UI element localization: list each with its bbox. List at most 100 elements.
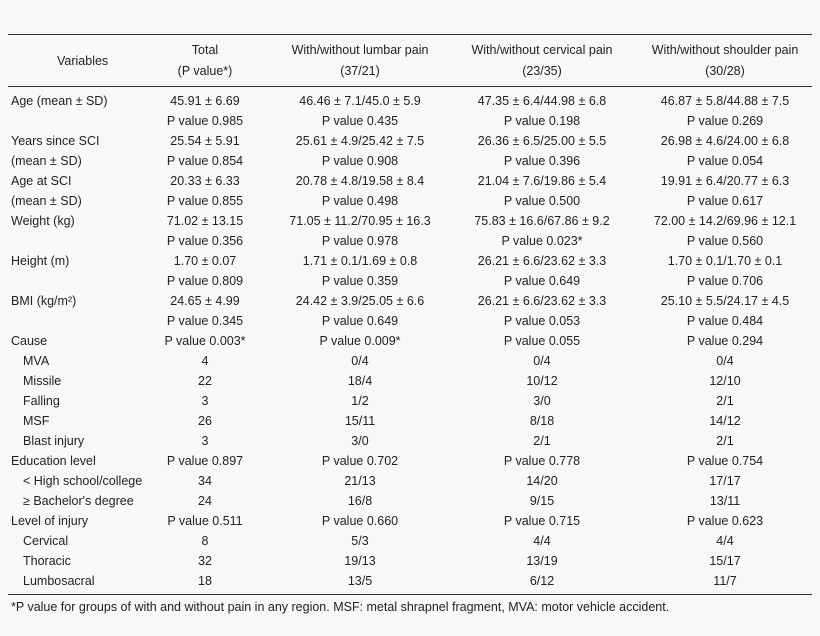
cell-total: 20.33 ± 6.33 (170, 174, 240, 188)
cell-total: P value 0.003* (164, 334, 246, 348)
cell-lumbar: 16/8 (347, 494, 373, 508)
cell-total: 3 (201, 394, 209, 408)
table-row: (mean ± SD) P value 0.854 P value 0.908 P v… (0, 151, 820, 171)
row-label: Years since SCI (11, 134, 100, 148)
cell-lumbar: 46.46 ± 7.1/45.0 ± 5.9 (299, 94, 421, 108)
cell-cervical: 26.21 ± 6.6/23.62 ± 3.3 (477, 254, 607, 268)
cell-lumbar: 15/11 (344, 414, 376, 428)
table-row: Height (m) 1.70 ± 0.07 1.71 ± 0.1/1.69 ± 0… (0, 251, 820, 271)
cell-shoulder: P value 0.706 (686, 274, 764, 288)
cell-shoulder: 2/1 (716, 434, 734, 448)
cell-cervical: 21.04 ± 7.6/19.86 ± 5.4 (477, 174, 607, 188)
cell-cervical: 6/12 (529, 574, 555, 588)
cell-lumbar: P value 0.702 (321, 454, 399, 468)
cell-total: P value 0.897 (166, 454, 244, 468)
cell-total: 8 (201, 534, 209, 548)
cell-shoulder: P value 0.269 (686, 114, 764, 128)
cell-shoulder: 2/1 (716, 394, 734, 408)
cell-lumbar: P value 0.660 (321, 514, 399, 528)
row-label: ≥ Bachelor's degree (23, 494, 134, 508)
row-label: Cause (11, 334, 48, 348)
cell-total: 4 (201, 354, 209, 368)
cell-cervical: 26.36 ± 6.5/25.00 ± 5.5 (477, 134, 607, 148)
cell-total: 3 (201, 434, 209, 448)
table-row: (mean ± SD) P value 0.855 P value 0.498 P v… (0, 191, 820, 211)
cell-total: P value 0.854 (166, 154, 244, 168)
cell-cervical: P value 0.198 (503, 114, 581, 128)
cell-lumbar: P value 0.649 (321, 314, 399, 328)
cell-total: 71.02 ± 13.15 (166, 214, 244, 228)
cell-shoulder: P value 0.623 (686, 514, 764, 528)
table-row: P value 0.356 P value 0.978 P value 0.023*… (0, 231, 820, 251)
cell-lumbar: 24.42 ± 3.9/25.05 ± 6.6 (295, 294, 425, 308)
cell-cervical: 47.35 ± 6.4/44.98 ± 6.8 (477, 94, 607, 108)
cell-cervical: 26.21 ± 6.6/23.62 ± 3.3 (477, 294, 607, 308)
cell-lumbar: 25.61 ± 4.9/25.42 ± 7.5 (295, 134, 425, 148)
row-label: BMI (kg/m²) (11, 294, 77, 308)
cell-lumbar: P value 0.435 (321, 114, 399, 128)
cell-shoulder: 12/10 (709, 374, 741, 388)
table-row: Age at SCI 20.33 ± 6.33 20.78 ± 4.8/19.58 … (0, 171, 820, 191)
cell-lumbar: P value 0.908 (321, 154, 399, 168)
table-row: Blast injury 3 3/0 2/1 2/1 (0, 431, 820, 451)
cell-total: 22 (198, 374, 212, 388)
bottom-rule (8, 594, 812, 595)
cell-shoulder: 11/7 (713, 574, 737, 588)
cell-shoulder: 19.91 ± 6.4/20.77 ± 6.3 (660, 174, 790, 188)
cell-shoulder: P value 0.484 (686, 314, 764, 328)
cell-lumbar: 1.71 ± 0.1/1.69 ± 0.8 (302, 254, 418, 268)
cell-cervical: 14/20 (526, 474, 558, 488)
cell-lumbar: 21/13 (344, 474, 376, 488)
cell-shoulder: P value 0.617 (686, 194, 764, 208)
cell-total: P value 0.855 (166, 194, 244, 208)
cell-shoulder: 0/4 (716, 354, 734, 368)
cell-total: 24.65 ± 4.99 (170, 294, 240, 308)
cell-lumbar: P value 0.978 (321, 234, 399, 248)
row-label: (mean ± SD) (11, 194, 82, 208)
table-row: Education level P value 0.897 P value 0.70… (0, 451, 820, 471)
header-lumbar-line1: With/without lumbar pain (291, 43, 429, 57)
row-label: Missile (23, 374, 62, 388)
row-label: Thoracic (23, 554, 71, 568)
cell-shoulder: P value 0.560 (686, 234, 764, 248)
cell-cervical: P value 0.500 (503, 194, 581, 208)
cell-cervical: P value 0.023* (501, 234, 583, 248)
cell-cervical: P value 0.055 (503, 334, 581, 348)
header-variables-text: Variables (57, 54, 109, 68)
cell-shoulder: 1.70 ± 0.1/1.70 ± 0.1 (667, 254, 783, 268)
cell-cervical: 8/18 (529, 414, 555, 428)
cell-lumbar: 71.05 ± 11.2/70.95 ± 16.3 (289, 214, 431, 228)
header-total: Total (P value*) (140, 40, 270, 82)
row-label: Cervical (23, 534, 69, 548)
cell-total: P value 0.356 (166, 234, 244, 248)
cell-total: P value 0.985 (166, 114, 244, 128)
row-label: MSF (23, 414, 50, 428)
row-label: (mean ± SD) (11, 154, 82, 168)
cell-total: 45.91 ± 6.69 (170, 94, 240, 108)
cell-shoulder: 14/12 (709, 414, 741, 428)
header-shoulder: With/without shoulder pain (30/28) (632, 40, 818, 82)
cell-cervical: P value 0.053 (503, 314, 581, 328)
header-rule (8, 86, 812, 87)
cell-total: 18 (198, 574, 212, 588)
cell-shoulder: 72.00 ± 14.2/69.96 ± 12.1 (653, 214, 797, 228)
cell-shoulder: P value 0.294 (686, 334, 764, 348)
cell-cervical: P value 0.649 (503, 274, 581, 288)
cell-cervical: P value 0.715 (503, 514, 581, 528)
cell-shoulder: 17/17 (709, 474, 741, 488)
cell-shoulder: 4/4 (716, 534, 734, 548)
cell-lumbar: 0/4 (351, 354, 369, 368)
table-row: Missile 22 18/4 10/12 12/10 (0, 371, 820, 391)
cell-total: 34 (198, 474, 212, 488)
cell-cervical: 0/4 (533, 354, 551, 368)
cell-lumbar: 18/4 (347, 374, 373, 388)
row-label: Age at SCI (11, 174, 72, 188)
table-row: Cervical 8 5/3 4/4 4/4 (0, 531, 820, 551)
cell-lumbar: 3/0 (351, 434, 369, 448)
table-row: Age (mean ± SD) 45.91 ± 6.69 46.46 ± 7.1/4… (0, 91, 820, 111)
cell-cervical: 2/1 (533, 434, 551, 448)
table-row: Weight (kg) 71.02 ± 13.15 71.05 ± 11.2/70.… (0, 211, 820, 231)
table-row: Falling 3 1/2 3/0 2/1 (0, 391, 820, 411)
cell-total: 25.54 ± 5.91 (170, 134, 240, 148)
cell-cervical: 10/12 (526, 374, 558, 388)
